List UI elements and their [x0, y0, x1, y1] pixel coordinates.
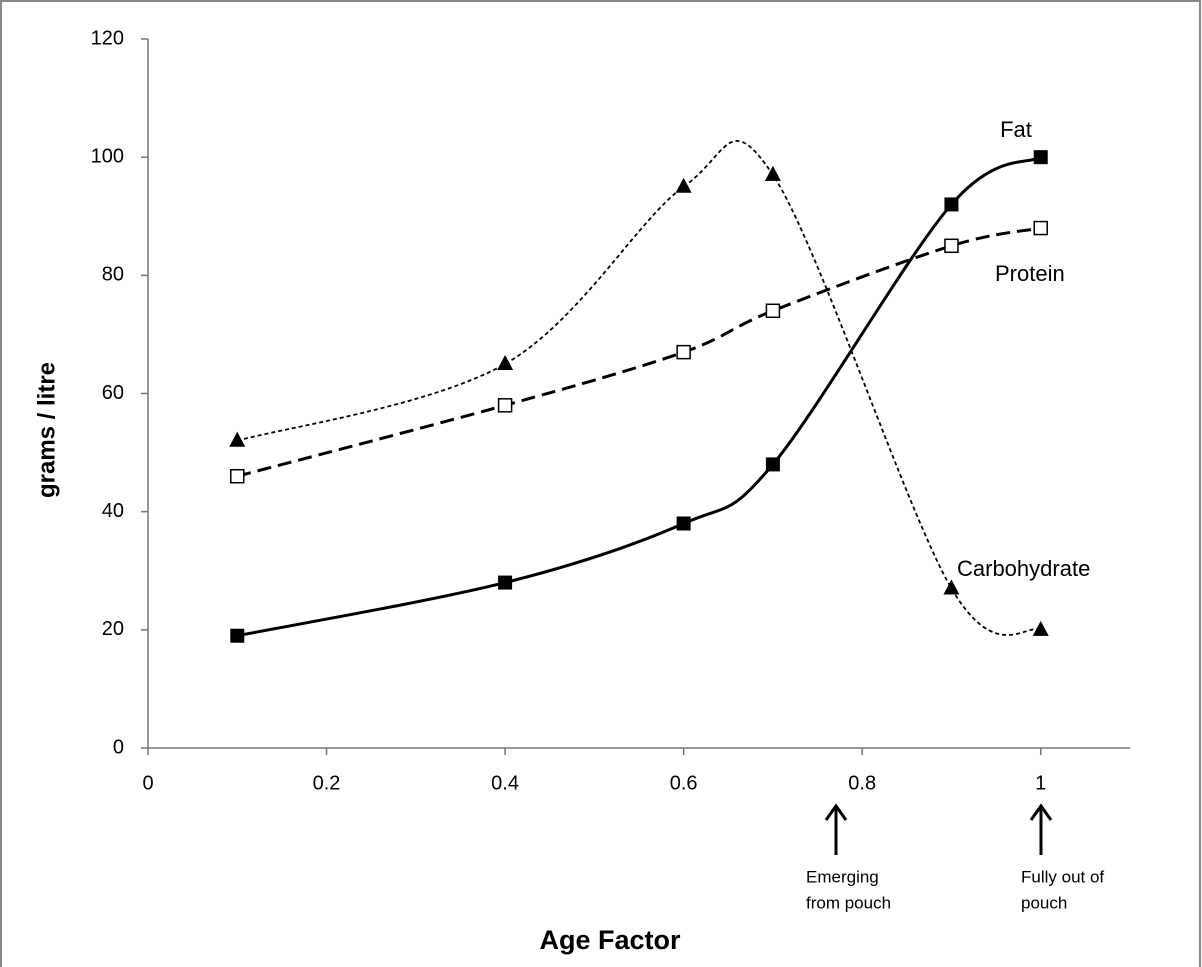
chart: Age Factor grams / litre 0 20 40 60 80 100 120…: [0, 0, 1202, 967]
x-tick-label: 1: [1035, 772, 1046, 794]
x-axis-title: Age Factor: [539, 925, 681, 955]
series-label: Carbohydrate: [957, 556, 1090, 581]
marker: [766, 457, 780, 471]
x-tick-label: 0.6: [670, 772, 698, 794]
marker: [677, 516, 691, 530]
marker: [766, 304, 779, 317]
y-tick-label: 0: [113, 736, 124, 758]
x-tick-label: 0.2: [313, 772, 341, 794]
marker: [944, 197, 958, 211]
chart-frame: [1, 1, 1200, 967]
y-tick-label: 20: [102, 618, 124, 640]
series-label: Fat: [1000, 117, 1032, 142]
y-tick-label: 100: [91, 145, 124, 167]
annotation: pouch: [1021, 893, 1067, 912]
y-axis-title: grams / litre: [33, 362, 60, 498]
marker: [677, 346, 690, 359]
marker: [498, 576, 512, 590]
marker: [231, 470, 244, 483]
annotation: Emerging: [806, 867, 879, 886]
y-tick-label: 40: [102, 500, 124, 522]
x-tick-label: 0: [142, 772, 153, 794]
x-tick-label: 0.8: [848, 772, 876, 794]
marker: [945, 239, 958, 252]
y-tick-label: 60: [102, 382, 124, 404]
marker: [1034, 222, 1047, 235]
marker: [1034, 150, 1048, 164]
annotation: from pouch: [806, 893, 891, 912]
marker: [499, 399, 512, 412]
x-tick-label: 0.4: [491, 772, 519, 794]
y-tick-label: 120: [91, 27, 124, 49]
series-label: Protein: [995, 261, 1065, 286]
annotation: Fully out of: [1021, 867, 1104, 886]
marker: [230, 629, 244, 643]
y-tick-label: 80: [102, 264, 124, 286]
